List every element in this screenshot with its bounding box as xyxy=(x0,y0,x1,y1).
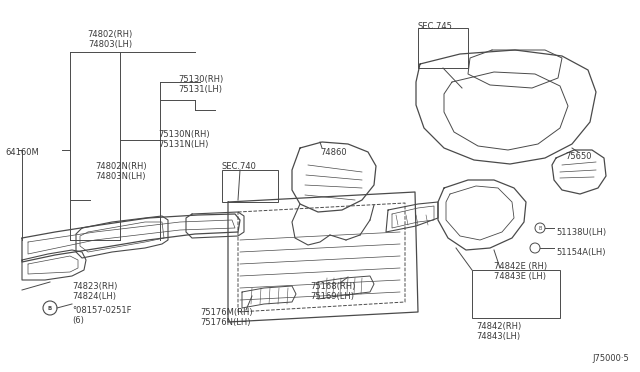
Text: B: B xyxy=(48,305,52,311)
Text: 74842(RH)
74843(LH): 74842(RH) 74843(LH) xyxy=(476,322,521,341)
Text: 74802(RH)
74803(LH): 74802(RH) 74803(LH) xyxy=(88,30,132,49)
Text: 74842E (RH)
74843E (LH): 74842E (RH) 74843E (LH) xyxy=(494,262,547,281)
Text: 75130(RH)
75131(LH): 75130(RH) 75131(LH) xyxy=(178,75,223,94)
Bar xyxy=(472,270,560,318)
Text: 74860: 74860 xyxy=(320,148,347,157)
Text: SEC.740: SEC.740 xyxy=(222,162,257,171)
Text: 75176M(RH)
75176N(LH): 75176M(RH) 75176N(LH) xyxy=(200,308,253,327)
Text: 51154A(LH): 51154A(LH) xyxy=(556,248,605,257)
Text: J75000·5: J75000·5 xyxy=(592,354,628,363)
Text: 75130N(RH)
75131N(LH): 75130N(RH) 75131N(LH) xyxy=(158,130,210,150)
Bar xyxy=(418,28,468,68)
Text: 74802N(RH)
74803N(LH): 74802N(RH) 74803N(LH) xyxy=(95,162,147,182)
Text: 64160M: 64160M xyxy=(5,148,39,157)
Text: 74823(RH)
74824(LH): 74823(RH) 74824(LH) xyxy=(72,282,117,301)
Text: 51138U(LH): 51138U(LH) xyxy=(556,228,606,237)
Text: B: B xyxy=(538,225,541,231)
Text: SEC.745: SEC.745 xyxy=(418,22,453,31)
Bar xyxy=(222,170,278,202)
Text: 75168(RH)
75169(LH): 75168(RH) 75169(LH) xyxy=(310,282,355,301)
Text: °08157-0251F
(6): °08157-0251F (6) xyxy=(72,306,131,326)
Text: 75650: 75650 xyxy=(565,152,591,161)
